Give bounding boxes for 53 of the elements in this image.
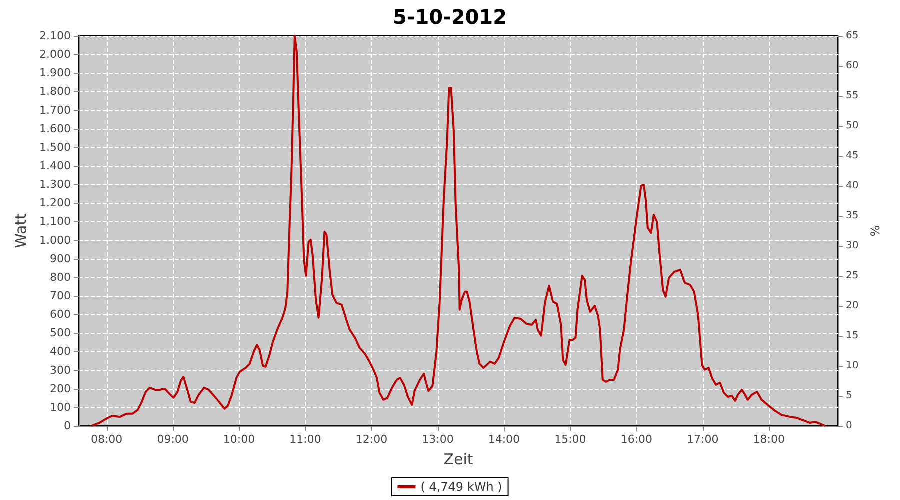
y-tick-label: 700 — [50, 290, 71, 302]
y-tick-label: 1.600 — [40, 122, 71, 136]
x-tick-label: 12:00 — [356, 433, 388, 446]
y2-tick-label: 40 — [846, 180, 859, 192]
x-tick-label: 14:00 — [488, 433, 520, 446]
x-tick-label: 13:00 — [422, 433, 454, 446]
y-tick-label: 1.800 — [40, 85, 71, 98]
y2-tick-label: 50 — [846, 120, 859, 132]
legend-label: ( 4,749 kWh ) — [420, 480, 502, 494]
x-tick-label: 10:00 — [223, 433, 256, 446]
x-tick-label: 15:00 — [554, 433, 586, 446]
y-tick-label: 600 — [50, 308, 71, 322]
y-tick-label: 1.700 — [40, 104, 71, 117]
y2-tick-label: 5 — [846, 390, 852, 402]
y-tick-label: 1.400 — [40, 160, 71, 172]
y-tick-label: 1.500 — [40, 140, 71, 154]
y-tick-label: 1.200 — [40, 196, 71, 210]
y-tick-label: 1.100 — [40, 215, 71, 228]
y2-tick-label: 35 — [846, 210, 859, 222]
y-tick-label: 800 — [50, 270, 71, 284]
y-tick-label: 1.000 — [40, 234, 71, 247]
chart-title: 5-10-2012 — [392, 5, 508, 29]
x-axis-title: Zeit — [444, 450, 474, 468]
y-tick-label: 1.900 — [40, 66, 71, 80]
y-tick-label: 1.300 — [40, 178, 71, 192]
y-tick-label: 100 — [50, 400, 71, 414]
y2-tick-label: 10 — [846, 360, 859, 372]
y2-tick-label: 45 — [846, 150, 859, 162]
line-series — [90, 35, 826, 427]
y2-axis-title: % — [868, 225, 883, 237]
y2-tick-label: 55 — [846, 90, 859, 102]
y-tick-label: 0 — [64, 420, 71, 432]
y-axis-title: Watt — [12, 213, 30, 248]
y2-tick-label: 20 — [846, 300, 859, 312]
y2-tick-label: 25 — [846, 270, 859, 282]
y-tick-label: 900 — [50, 252, 71, 266]
y-tick-label: 200 — [50, 382, 71, 396]
x-tick-label: 11:00 — [290, 433, 322, 446]
y-tick-label: 400 — [50, 345, 71, 358]
y2-tick-label: 0 — [846, 420, 852, 432]
x-tick-label: 18:00 — [753, 433, 785, 446]
y2-tick-label: 15 — [846, 330, 859, 342]
y-tick-label: 300 — [50, 364, 71, 377]
y-tick-label: 2.000 — [40, 48, 71, 62]
y-tick-label: 2.100 — [40, 30, 71, 42]
y2-tick-label: 30 — [846, 240, 859, 252]
y2-tick-label: 60 — [846, 60, 859, 72]
y2-tick-label: 65 — [846, 30, 859, 42]
x-tick-label: 16:00 — [620, 433, 653, 446]
x-tick-label: 08:00 — [90, 433, 123, 446]
y-tick-label: 500 — [50, 326, 71, 340]
x-tick-label: 09:00 — [157, 433, 189, 446]
x-tick-label: 17:00 — [687, 433, 719, 446]
